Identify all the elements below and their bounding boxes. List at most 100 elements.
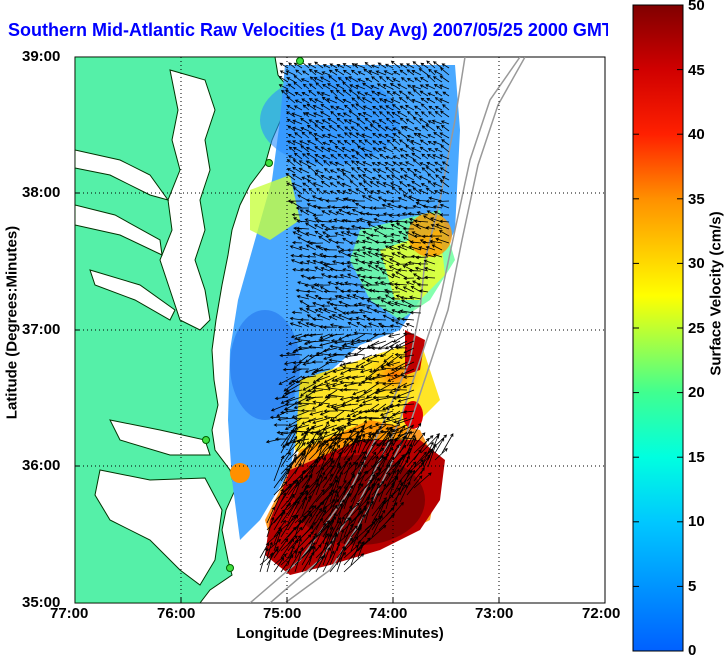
velocity-arrow <box>425 84 436 90</box>
x-tick-label: 76:00 <box>157 605 196 622</box>
velocity-arrow <box>266 516 275 538</box>
velocity-arrow <box>290 259 303 265</box>
velocity-arrow <box>419 77 429 83</box>
velocity-arrow <box>308 333 324 338</box>
velocity-arrow <box>306 175 317 181</box>
velocity-arrow <box>361 97 373 104</box>
velocity-arrow <box>342 89 352 97</box>
velocity-arrow <box>323 289 338 294</box>
velocity-arrow <box>302 182 310 188</box>
velocity-arrow <box>412 88 422 97</box>
velocity-arrow <box>385 469 396 489</box>
velocity-arrow <box>314 172 324 181</box>
velocity-arrow <box>357 419 367 447</box>
velocity-arrow <box>318 307 331 314</box>
velocity-arrow <box>371 480 385 496</box>
velocity-arrow <box>299 317 310 322</box>
velocity-arrow <box>429 239 443 244</box>
velocity-arrow <box>273 467 289 489</box>
velocity-arrow <box>376 276 387 280</box>
velocity-arrow <box>388 265 401 272</box>
velocity-arrow <box>436 125 443 132</box>
velocity-arrow <box>421 167 429 174</box>
x-tick-label: 74:00 <box>369 605 408 622</box>
velocity-arrow <box>402 194 415 202</box>
velocity-arrow <box>402 265 415 272</box>
velocity-arrow <box>432 76 443 83</box>
velocity-arrow <box>390 232 401 237</box>
velocity-arrow <box>393 71 401 76</box>
velocity-arrow <box>398 354 415 359</box>
velocity-arrow <box>287 453 297 475</box>
velocity-arrow <box>343 104 352 111</box>
velocity-arrow <box>309 76 317 83</box>
velocity-arrow <box>347 351 366 356</box>
velocity-arrow <box>336 481 351 503</box>
velocity-arrow <box>371 162 380 167</box>
velocity-arrow <box>284 424 296 430</box>
velocity-arrow <box>336 493 352 517</box>
velocity-arrow <box>345 375 359 380</box>
velocity-arrow <box>405 281 415 286</box>
velocity-arrow <box>406 111 415 118</box>
velocity-arrow <box>323 409 338 413</box>
velocity-arrow <box>315 456 327 482</box>
velocity-arrow <box>427 173 436 181</box>
velocity-arrow <box>362 180 373 188</box>
velocity-arrow <box>372 395 387 400</box>
velocity-arrow <box>400 125 408 132</box>
velocity-arrow <box>362 112 373 118</box>
velocity-arrow <box>321 210 331 216</box>
velocity-arrow <box>308 455 324 475</box>
velocity-arrow <box>323 159 331 167</box>
velocity-arrow <box>329 169 338 174</box>
velocity-arrow <box>378 507 395 524</box>
velocity-arrow <box>404 104 415 111</box>
velocity-arrow <box>386 361 401 367</box>
velocity-arrow <box>294 505 315 524</box>
velocity-arrow <box>350 496 371 517</box>
velocity-arrow <box>322 64 331 69</box>
velocity-arrow <box>385 460 401 482</box>
velocity-arrow <box>283 407 303 412</box>
velocity-arrow <box>287 435 298 454</box>
velocity-arrow <box>356 248 366 252</box>
velocity-arrow <box>392 104 401 111</box>
velocity-arrow <box>364 139 373 146</box>
velocity-arrow <box>337 314 352 321</box>
velocity-arrow <box>337 153 345 160</box>
velocity-arrow <box>372 111 380 118</box>
velocity-arrow <box>377 340 394 350</box>
velocity-arrow <box>292 119 303 125</box>
velocity-arrow <box>415 255 429 260</box>
velocity-arrow <box>397 245 408 251</box>
velocity-arrow <box>432 253 443 258</box>
velocity-arrow <box>322 83 331 90</box>
velocity-arrow <box>342 237 352 244</box>
velocity-arrow <box>413 467 425 482</box>
velocity-arrow <box>406 134 415 139</box>
velocity-arrow <box>351 208 366 216</box>
velocity-arrow <box>332 254 345 259</box>
velocity-arrow <box>281 89 289 97</box>
velocity-arrow <box>301 444 312 468</box>
velocity-arrow <box>357 450 367 468</box>
velocity-arrow <box>392 78 401 83</box>
velocity-arrow <box>430 223 443 230</box>
velocity-arrow <box>351 139 359 146</box>
velocity-arrow <box>266 541 273 559</box>
velocity-arrow <box>323 375 338 383</box>
velocity-arrow <box>388 333 401 338</box>
velocity-arrow <box>313 70 324 76</box>
colorbar-tick-label: 25 <box>688 320 705 337</box>
velocity-arrow <box>414 111 422 118</box>
velocity-arrow <box>375 304 387 308</box>
velocity-arrow <box>325 360 338 365</box>
velocity-arrow <box>380 299 394 307</box>
velocity-arrow <box>279 353 296 358</box>
velocity-arrow <box>383 70 394 76</box>
velocity-arrow <box>398 96 408 104</box>
velocity-arrow <box>385 394 401 399</box>
velocity-arrow <box>350 148 359 153</box>
velocity-arrow <box>389 83 401 90</box>
